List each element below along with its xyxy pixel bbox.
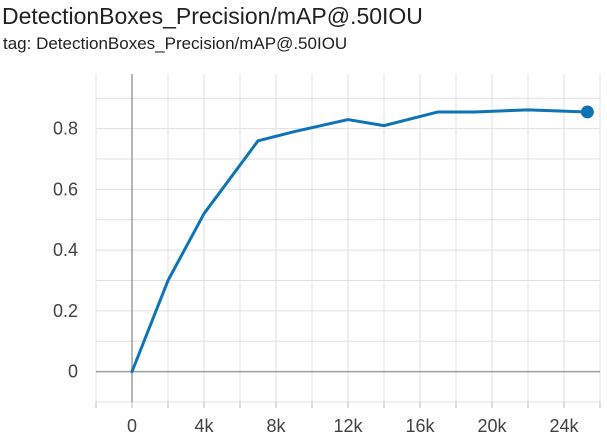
x-tick-label: 20k bbox=[477, 416, 507, 436]
y-tick-label: 0.6 bbox=[53, 179, 78, 199]
chart-title: DetectionBoxes_Precision/mAP@.50IOU bbox=[2, 3, 423, 29]
series-end-point bbox=[580, 105, 594, 119]
x-tick-label: 12k bbox=[333, 416, 363, 436]
y-tick-label: 0.8 bbox=[53, 119, 78, 139]
x-tick-label: 0 bbox=[127, 416, 137, 436]
grid bbox=[95, 74, 601, 403]
series-line bbox=[130, 108, 589, 374]
x-tick-label: 8k bbox=[266, 416, 286, 436]
x-tick-label: 16k bbox=[405, 416, 435, 436]
axes bbox=[95, 74, 601, 408]
x-tick-label: 24k bbox=[549, 416, 579, 436]
tick-labels: 0 4k 8k 12k 16k 20k 24k 0 0.2 0.4 0.6 0.8 bbox=[53, 119, 580, 436]
chart-tag: tag: DetectionBoxes_Precision/mAP@.50IOU bbox=[3, 34, 348, 53]
y-tick-label: 0 bbox=[68, 362, 78, 382]
y-tick-label: 0.2 bbox=[53, 301, 78, 321]
y-tick-label: 0.4 bbox=[53, 240, 78, 260]
series bbox=[130, 105, 594, 374]
x-tick-label: 4k bbox=[194, 416, 214, 436]
